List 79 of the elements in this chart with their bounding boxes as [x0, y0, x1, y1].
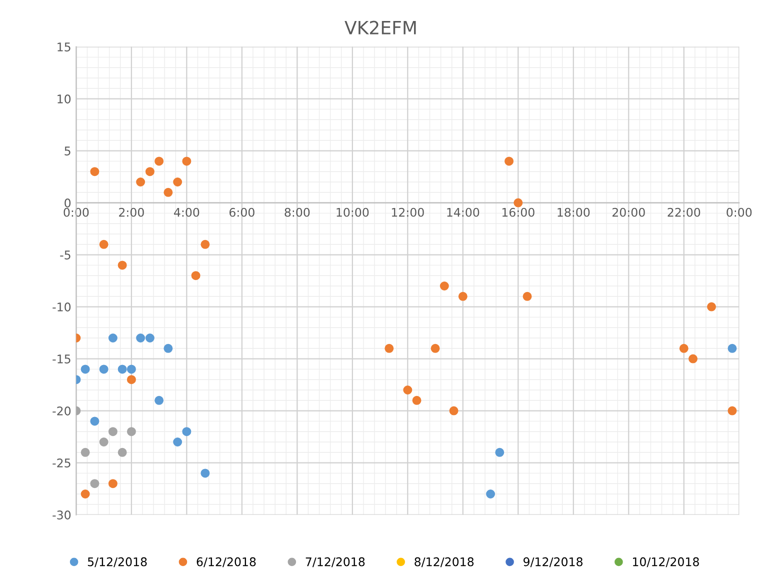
point: [154, 396, 164, 405]
y-tick-label: 15: [58, 42, 70, 52]
y-tick-label: 0: [64, 198, 71, 208]
legend-label: 10/12/2018: [633, 557, 699, 568]
legend-label: 7/12/2018: [306, 557, 365, 568]
point: [182, 427, 192, 436]
x-tick-label: 16:00: [502, 208, 534, 217]
x-tick-label: 6:00: [230, 208, 254, 217]
point: [108, 427, 118, 436]
point: [504, 156, 514, 166]
point: [99, 240, 108, 249]
x-tick-label: 20:00: [612, 208, 645, 217]
legend-label: 5/12/2018: [88, 557, 147, 568]
legend-label: 6/12/2018: [196, 557, 256, 568]
point: [118, 448, 127, 457]
chart-title: VK2EFM: [344, 20, 416, 34]
point: [126, 375, 136, 384]
point: [80, 364, 90, 374]
x-tick-label: 2:00: [119, 208, 144, 217]
point: [728, 406, 737, 416]
y-tick-label: -5: [60, 250, 70, 260]
point: [90, 479, 100, 488]
point: [440, 282, 449, 290]
point: [200, 468, 210, 478]
y-tick-label: 10: [58, 94, 71, 104]
point: [486, 490, 496, 498]
point: [145, 167, 154, 176]
point: [99, 364, 108, 374]
point: [126, 427, 136, 436]
y-tick-label: -25: [52, 458, 70, 468]
point: [108, 334, 118, 342]
point: [136, 178, 146, 186]
point: [118, 364, 127, 374]
point: [99, 438, 108, 446]
point: [707, 302, 716, 312]
point: [412, 396, 422, 405]
point: [173, 438, 182, 446]
y-tick-label: -10: [52, 302, 71, 312]
legend-label: 9/12/2018: [524, 557, 582, 568]
point: [728, 344, 737, 353]
y-tick-label: -15: [52, 354, 70, 364]
point: [182, 156, 192, 166]
point: [164, 188, 173, 197]
x-tick-label: 18:00: [558, 208, 590, 217]
x-tick-label: 22:00: [668, 208, 700, 217]
point: [384, 344, 394, 353]
x-tick-label: 8:00: [284, 208, 310, 217]
point: [136, 334, 146, 342]
x-tick-label: 0:00: [726, 208, 752, 217]
y-tick-label: 5: [64, 146, 70, 156]
point: [458, 292, 468, 301]
y-tick-label: -30: [52, 510, 71, 520]
point: [90, 167, 100, 176]
y-tick-label: -20: [52, 406, 71, 416]
x-tick-label: 10:00: [336, 208, 369, 217]
x-tick-label: 14:00: [447, 208, 480, 217]
point: [154, 156, 164, 166]
point: [118, 260, 127, 270]
point: [449, 406, 458, 416]
point: [403, 386, 412, 394]
point: [108, 479, 118, 488]
point: [191, 271, 200, 280]
point: [173, 178, 182, 186]
point: [164, 344, 173, 353]
point: [80, 490, 90, 498]
point: [679, 344, 688, 353]
point: [126, 364, 136, 374]
point: [430, 344, 440, 353]
x-tick-label: 12:00: [392, 208, 424, 217]
point: [522, 292, 532, 301]
point: [145, 334, 154, 342]
legend-label: 8/12/2018: [414, 557, 474, 568]
point: [200, 240, 210, 249]
point: [90, 416, 100, 426]
x-tick-label: 4:00: [174, 208, 200, 217]
point: [495, 448, 504, 457]
point: [80, 448, 90, 457]
point: [514, 198, 523, 208]
point: [688, 354, 698, 364]
